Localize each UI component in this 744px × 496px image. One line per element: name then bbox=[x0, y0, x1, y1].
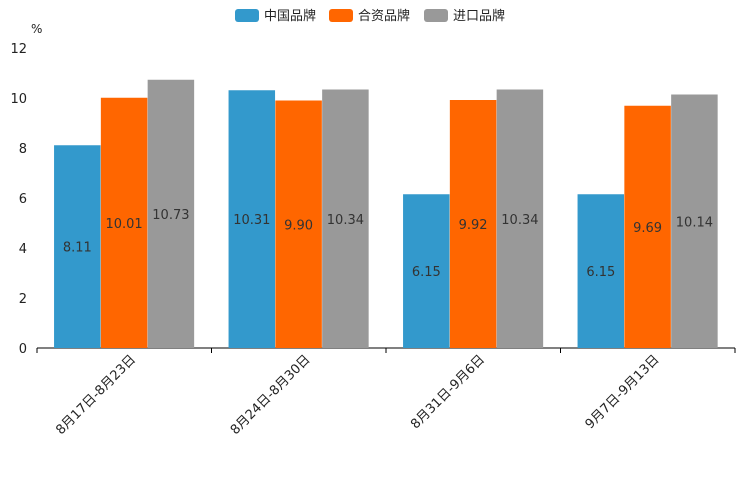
y-axis: 0 2 4 6 8 10 12 bbox=[10, 42, 27, 357]
bar[interactable] bbox=[54, 145, 101, 348]
bar[interactable] bbox=[275, 100, 322, 349]
legend-item[interactable]: 中国品牌 bbox=[235, 8, 316, 24]
bar-value-label: 10.14 bbox=[676, 215, 713, 230]
y-tick-label: 12 bbox=[10, 42, 27, 57]
bar[interactable] bbox=[322, 89, 369, 349]
x-category-label: 9月7日-9月13日 bbox=[583, 352, 663, 432]
x-category-label: 8月17日-8月23日 bbox=[53, 352, 139, 438]
legend-swatch bbox=[235, 9, 259, 22]
bar-value-label: 10.31 bbox=[233, 213, 270, 228]
bar-value-label: 10.73 bbox=[152, 208, 189, 223]
bar-value-label: 10.34 bbox=[327, 213, 364, 228]
bar[interactable] bbox=[577, 194, 625, 348]
y-tick-label: 2 bbox=[19, 292, 27, 307]
bar-value-label: 9.69 bbox=[633, 221, 662, 236]
y-tick-label: 10 bbox=[10, 92, 27, 107]
bar-value-label: 6.15 bbox=[412, 265, 441, 280]
bar-value-label: 6.15 bbox=[586, 265, 615, 280]
y-tick-label: 0 bbox=[19, 342, 27, 357]
legend: 中国品牌 合资品牌 进口品牌 bbox=[235, 8, 505, 24]
legend-label: 进口品牌 bbox=[453, 8, 505, 24]
bar-value-label: 8.11 bbox=[63, 241, 92, 256]
x-category-label: 8月24日-8月30日 bbox=[228, 352, 314, 438]
bar-value-label: 9.90 bbox=[284, 218, 313, 233]
bar[interactable] bbox=[147, 79, 195, 348]
bar[interactable] bbox=[449, 100, 497, 348]
y-tick-label: 8 bbox=[19, 142, 27, 157]
bar[interactable] bbox=[671, 94, 718, 349]
bars bbox=[54, 79, 718, 349]
bar-value-label: 9.92 bbox=[459, 218, 488, 233]
y-tick-label: 4 bbox=[19, 242, 27, 257]
y-tick-label: 6 bbox=[19, 192, 27, 207]
x-category-label: 8月31日-9月6日 bbox=[408, 352, 488, 432]
legend-item[interactable]: 合资品牌 bbox=[329, 8, 410, 24]
legend-label: 合资品牌 bbox=[358, 8, 410, 24]
bar[interactable] bbox=[624, 105, 671, 348]
legend-label: 中国品牌 bbox=[264, 8, 316, 24]
legend-item[interactable]: 进口品牌 bbox=[424, 8, 505, 24]
y-axis-unit-label: % bbox=[31, 22, 42, 36]
legend-swatch bbox=[424, 9, 448, 22]
bar[interactable] bbox=[403, 194, 450, 348]
legend-swatch bbox=[329, 9, 353, 22]
x-axis: 8月17日-8月23日 8月24日-8月30日 8月31日-9月6日 9月7日-9月1… bbox=[36, 347, 736, 438]
value-labels: 8.11 10.01 10.73 10.31 9.90 10.34 6.15 9.92 10.3… bbox=[63, 208, 713, 280]
bar[interactable] bbox=[496, 89, 544, 349]
bar[interactable] bbox=[100, 97, 148, 348]
bar-value-label: 10.34 bbox=[501, 213, 538, 228]
bar-value-label: 10.01 bbox=[105, 217, 142, 232]
bar[interactable] bbox=[228, 90, 276, 348]
